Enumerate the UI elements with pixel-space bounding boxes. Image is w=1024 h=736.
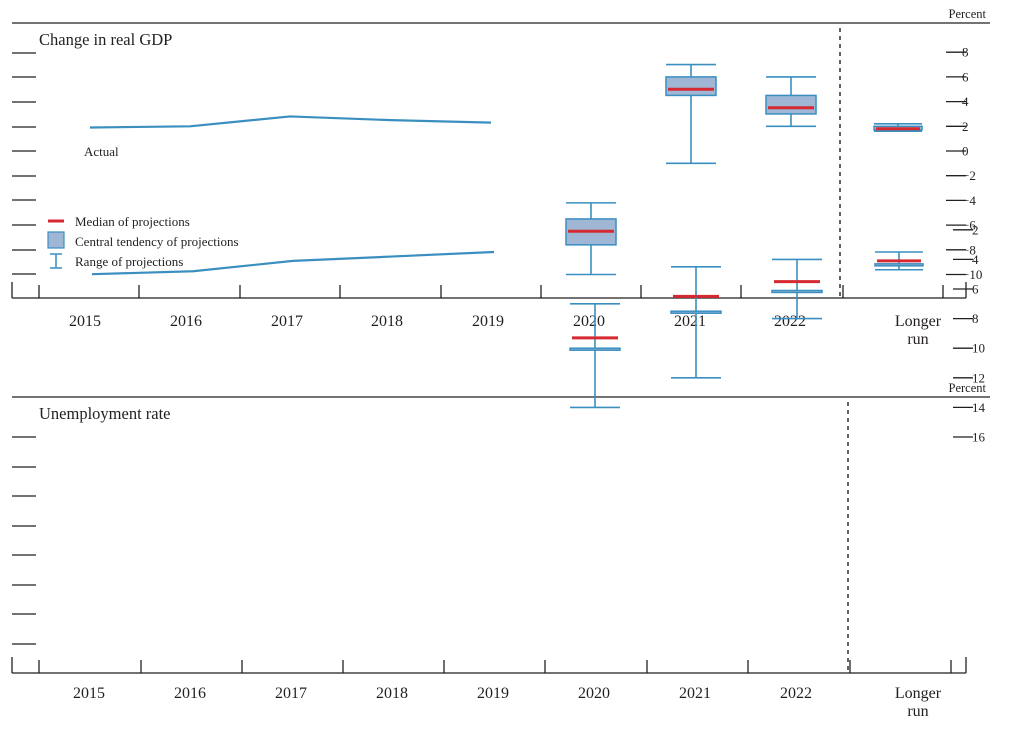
gdp-projection-longer-run bbox=[873, 123, 923, 133]
unemp-xlabel-2022: 2022 bbox=[780, 685, 812, 702]
legend-range-swatch bbox=[50, 253, 62, 269]
central-tendency-box bbox=[665, 76, 717, 97]
gdp-projection-2020 bbox=[565, 202, 617, 276]
unemp-chart-title: Unemployment rate bbox=[39, 404, 171, 423]
gdp-ytick-label: −2 bbox=[962, 168, 976, 183]
central-tendency-box bbox=[569, 347, 621, 351]
unemp-ytick-label: 16 bbox=[972, 430, 986, 445]
gdp-ytick-label: 8 bbox=[962, 45, 969, 60]
legend-range-label: Range of projections bbox=[75, 254, 183, 269]
gdp-chart-title: Change in real GDP bbox=[39, 30, 172, 49]
unemployment-panel: Percent Unemployment rate 16 14 12 10 8 6 4 2 2… bbox=[11, 222, 990, 720]
gdp-actual-line bbox=[89, 115, 492, 129]
unemp-xlabel-2020: 2020 bbox=[578, 685, 610, 702]
gdp-ytick-label: 2 bbox=[962, 119, 969, 134]
unemp-unit-label: Percent bbox=[949, 381, 987, 395]
gdp-ytick-label: −6 bbox=[962, 218, 976, 233]
unemp-xlabel-longer-run: Longer run bbox=[895, 685, 942, 720]
gdp-xlabel-2015: 2015 bbox=[69, 313, 101, 330]
unemp-xlabel-2017: 2017 bbox=[275, 685, 307, 702]
gdp-ytick-label: 0 bbox=[962, 144, 969, 159]
unemp-xlabel-2021: 2021 bbox=[679, 685, 711, 702]
gdp-xlabel-2017: 2017 bbox=[271, 313, 303, 330]
gdp-xlabel-2021: 2021 bbox=[674, 313, 706, 330]
gdp-xlabel-2022: 2022 bbox=[774, 313, 806, 330]
central-tendency-box bbox=[765, 94, 817, 115]
gdp-plot-area: 8 6 4 2 0 −2 −4 −6 −8 −10 bbox=[12, 45, 982, 298]
central-tendency-box bbox=[670, 310, 722, 314]
unemp-projection-2020 bbox=[569, 302, 621, 409]
gdp-unit-label: Percent bbox=[949, 7, 987, 21]
legend-central-label: Central tendency of projections bbox=[75, 234, 239, 249]
gdp-projection-2022 bbox=[765, 76, 817, 128]
gdp-xlabel-longer-run: Longer run bbox=[895, 313, 942, 348]
unemp-ytick-label: 6 bbox=[972, 282, 979, 297]
unemp-xlabel-2018: 2018 bbox=[376, 685, 408, 702]
gdp-xlabel-2020: 2020 bbox=[573, 313, 605, 330]
central-tendency-box bbox=[771, 289, 823, 294]
gdp-projection-2021 bbox=[665, 63, 717, 165]
legend-median-label: Median of projections bbox=[75, 214, 190, 229]
gdp-ytick-label: −4 bbox=[962, 193, 976, 208]
unemp-ytick-label: 10 bbox=[972, 341, 985, 356]
unemp-x-labels: 2015 2016 2017 2018 2019 2020 2021 2022 … bbox=[73, 685, 942, 720]
unemp-ytick-label: 8 bbox=[972, 311, 979, 326]
gdp-xlabel-2018: 2018 bbox=[371, 313, 403, 330]
central-tendency-box bbox=[874, 263, 924, 267]
gdp-ytick-label: 6 bbox=[962, 69, 969, 84]
gdp-xlabel-2019: 2019 bbox=[472, 313, 504, 330]
gdp-xlabel-2016: 2016 bbox=[170, 313, 202, 330]
gdp-legend: Median of projections Central tendency o… bbox=[47, 214, 239, 269]
unemp-xlabel-2015: 2015 bbox=[73, 685, 105, 702]
unemp-plot-area: 16 14 12 10 8 6 4 2 bbox=[12, 222, 986, 673]
unemp-projection-longer-run bbox=[874, 251, 924, 271]
gdp-actual-label: Actual bbox=[84, 144, 119, 159]
gdp-ytick-label: −10 bbox=[962, 267, 982, 282]
unemp-ytick-label: 14 bbox=[972, 400, 986, 415]
gdp-ytick-label: −8 bbox=[962, 242, 976, 257]
gdp-panel: Percent Change in real GDP Actual Median… bbox=[11, 7, 990, 348]
gdp-ytick-label: 4 bbox=[962, 94, 969, 109]
unemp-xlabel-2019: 2019 bbox=[477, 685, 509, 702]
gdp-x-labels: 2015 2016 2017 2018 2019 2020 2021 2022 … bbox=[69, 313, 942, 348]
unemp-projection-2022 bbox=[771, 258, 823, 320]
unemp-actual-line bbox=[91, 250, 495, 276]
unemp-projection-2021 bbox=[670, 265, 722, 379]
unemp-ytick-label: 12 bbox=[972, 370, 985, 385]
legend-central-swatch bbox=[47, 231, 65, 249]
unemp-ytick-label: 4 bbox=[972, 252, 979, 267]
unemp-xlabel-2016: 2016 bbox=[174, 685, 206, 702]
unemp-ytick-label: 2 bbox=[972, 222, 979, 237]
